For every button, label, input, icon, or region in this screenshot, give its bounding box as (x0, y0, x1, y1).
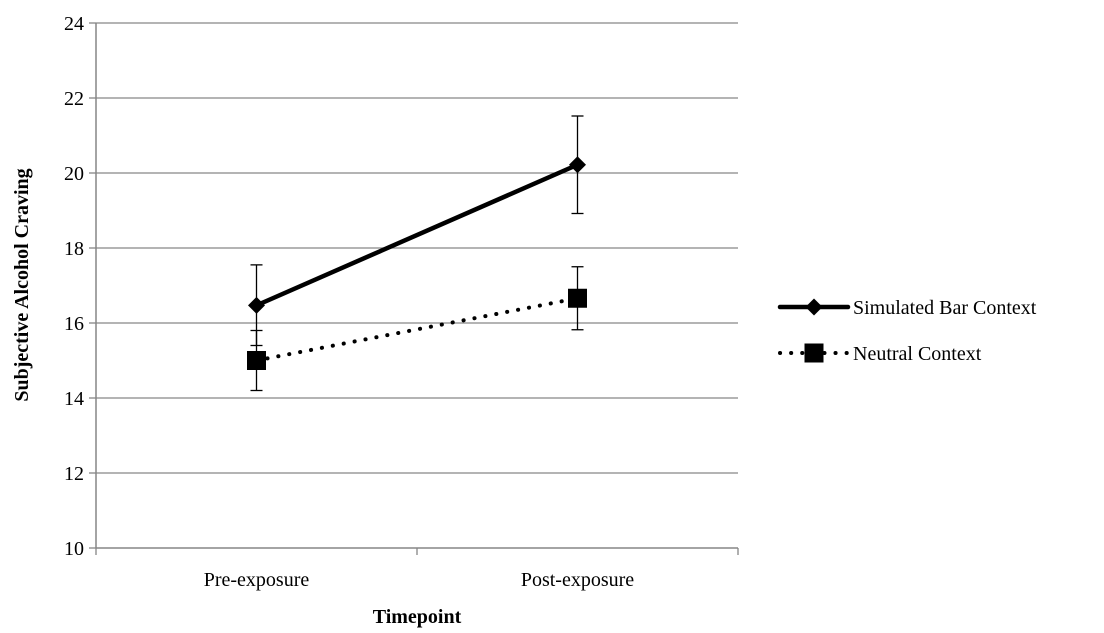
series-line (254, 162, 580, 308)
legend-swatch-marker (805, 298, 823, 316)
legend-item-1: Neutral Context (778, 343, 982, 365)
data-point (248, 296, 265, 314)
y-tick-label: 10 (64, 538, 84, 560)
y-tick-label: 12 (64, 463, 84, 485)
series-1 (247, 266, 587, 392)
y-tick-label: 16 (64, 313, 84, 335)
y-tick-label: 22 (64, 88, 84, 110)
y-tick-label: 20 (64, 163, 84, 185)
gridlines (96, 22, 738, 474)
data-point (247, 351, 266, 370)
y-axis-title: Subjective Alcohol Craving (11, 168, 33, 401)
data-point (569, 156, 586, 174)
y-tick-label: 14 (64, 388, 84, 410)
legend-label: Simulated Bar Context (853, 297, 1037, 319)
axes (89, 22, 739, 555)
series-group (247, 115, 587, 392)
legend: Simulated Bar Context Neutral Context (777, 297, 1037, 365)
x-tick-labels: Pre-exposure Post-exposure (204, 569, 635, 591)
y-tick-labels: 10 12 14 16 18 20 22 24 (64, 13, 84, 560)
x-tick-label: Post-exposure (521, 569, 634, 591)
series-line (254, 296, 580, 363)
series-0 (248, 115, 586, 347)
legend-swatch-marker (804, 343, 824, 363)
legend-item-0: Simulated Bar Context (777, 297, 1037, 319)
legend-label: Neutral Context (853, 343, 982, 365)
x-axis-title: Timepoint (373, 606, 462, 628)
y-tick-label: 18 (64, 238, 84, 260)
data-point (568, 288, 587, 308)
y-tick-label: 24 (64, 13, 84, 35)
x-tick-label: Pre-exposure (204, 569, 310, 591)
